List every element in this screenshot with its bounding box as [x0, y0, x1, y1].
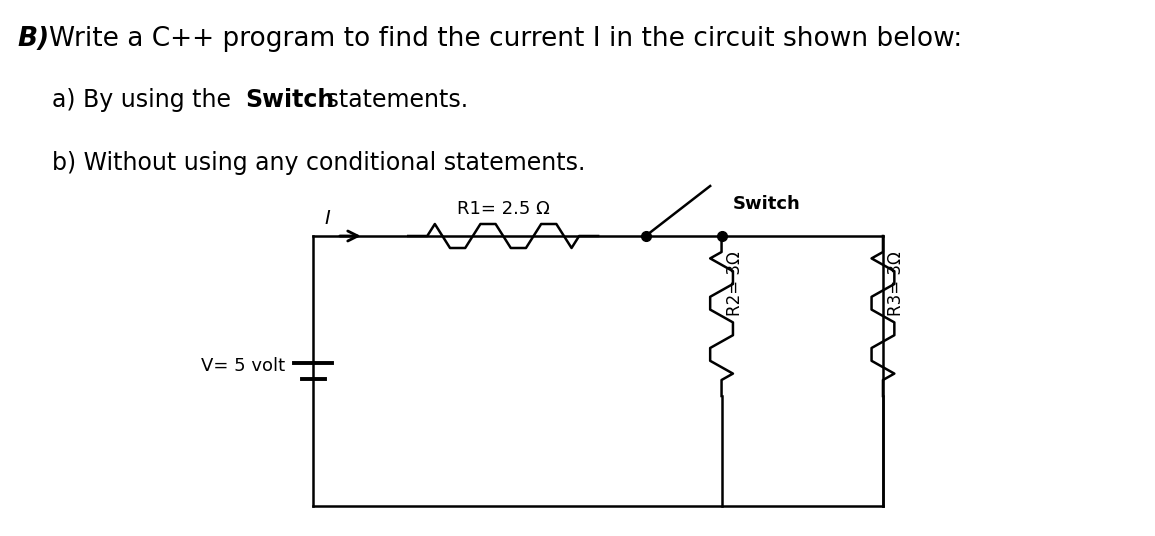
Text: b) Without using any conditional statements.: b) Without using any conditional stateme… [52, 151, 586, 175]
Text: a) By using the: a) By using the [52, 88, 239, 112]
Text: statements.: statements. [319, 88, 468, 112]
Text: R3= 3Ω: R3= 3Ω [887, 251, 906, 316]
Text: Switch: Switch [733, 195, 800, 213]
Text: V= 5 volt: V= 5 volt [201, 357, 285, 375]
Text: Write a C++ program to find the current I in the circuit shown below:: Write a C++ program to find the current … [50, 26, 962, 52]
Text: Switch: Switch [245, 88, 334, 112]
Text: B): B) [17, 26, 50, 52]
Text: R1= 2.5 Ω: R1= 2.5 Ω [457, 200, 550, 218]
Text: R2= 3Ω: R2= 3Ω [725, 251, 744, 316]
Text: I: I [325, 209, 330, 228]
